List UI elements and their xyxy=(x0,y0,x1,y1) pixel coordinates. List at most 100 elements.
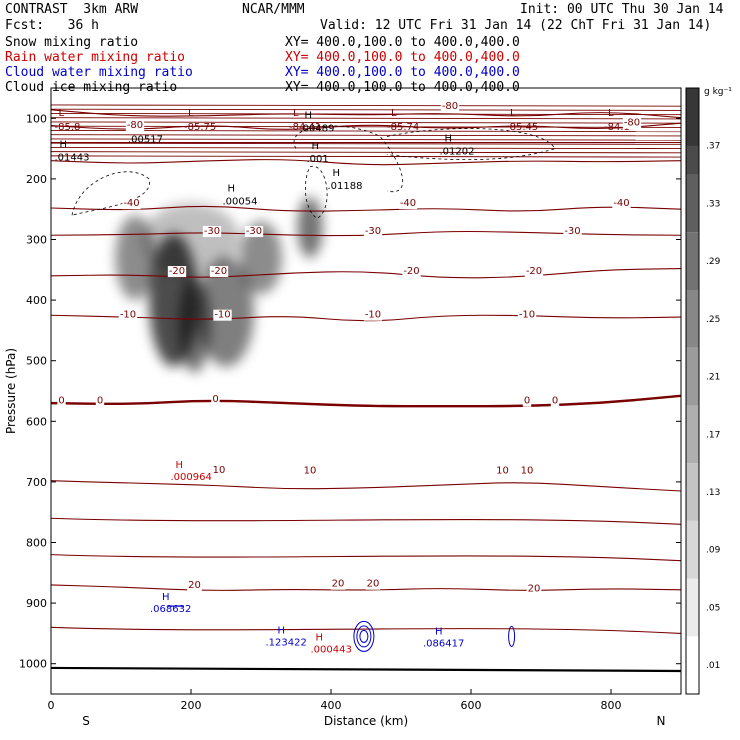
ice-high-marker: H xyxy=(445,134,453,145)
cloud-water-contour xyxy=(353,620,375,652)
colorbar-bin xyxy=(686,463,699,521)
temp-contour-lower xyxy=(51,626,681,634)
colorbar-tick-label: .33 xyxy=(706,199,720,209)
cw-high-marker: H xyxy=(162,592,170,603)
contour-value-label: -40 xyxy=(123,198,139,209)
south-endpoint-label: S xyxy=(82,714,90,728)
y-axis-label: Pressure (hPa) xyxy=(4,348,18,434)
contour-label-bg xyxy=(365,578,381,590)
cw-high-marker: H xyxy=(435,627,443,638)
min-value: -85.75 xyxy=(184,122,216,133)
contour-label-bg xyxy=(209,266,229,278)
contour-value-label: 0 xyxy=(524,396,530,407)
cw-high-value: .123422 xyxy=(266,638,307,649)
ice-high-marker: H xyxy=(228,183,236,194)
contour-value-label: 10 xyxy=(521,465,534,476)
contour-label-bg xyxy=(563,226,582,238)
contour-label-bg xyxy=(187,579,202,591)
temp-contour-upper xyxy=(51,125,681,128)
contour-value-label: -80 xyxy=(624,118,640,129)
min-value: -84.1 xyxy=(604,122,630,133)
colorbar-tick-label: .01 xyxy=(706,661,720,671)
forecast-hour: Fcst: 36 h xyxy=(5,18,99,33)
x-tick-label: 800 xyxy=(601,699,622,712)
contour-label-bg xyxy=(363,226,383,238)
cw-high-value: .068632 xyxy=(150,604,191,615)
contour-label-bg xyxy=(363,309,383,321)
temp-contour-upper xyxy=(51,134,681,137)
cloud-ice-contour xyxy=(293,125,404,193)
min-value: -85.8 xyxy=(55,122,81,133)
contour-value-label: 20 xyxy=(332,579,345,590)
temp-contour--20 xyxy=(51,268,681,279)
temp-contour-upper xyxy=(51,104,681,107)
contour-label-bg xyxy=(519,465,535,477)
colorbar-tick-label: .17 xyxy=(706,430,720,440)
y-tick-label: 700 xyxy=(26,476,47,489)
temp-contour--70 xyxy=(51,122,681,130)
plot-frame xyxy=(50,87,682,695)
legend-rain-name: Rain water mixing ratio xyxy=(5,50,186,65)
snow-plume xyxy=(297,197,323,258)
y-tick-label: 400 xyxy=(26,294,47,307)
contour-label-bg xyxy=(213,309,232,321)
temp-contour-10 xyxy=(51,480,681,492)
colorbar-tick-label: .37 xyxy=(706,142,720,152)
rain-high-value: .000964 xyxy=(171,472,212,483)
min-value: -84.41 xyxy=(289,122,321,133)
contour-label-bg xyxy=(118,309,138,321)
contour-label-bg xyxy=(550,395,560,407)
rain-high-value: .000443 xyxy=(311,645,352,656)
colorbar-bin xyxy=(686,232,699,290)
contour-value-label: -40 xyxy=(613,198,629,209)
colorbar-bin xyxy=(686,520,699,579)
y-tick-label: 800 xyxy=(26,537,47,550)
x-tick-label: 200 xyxy=(181,699,202,712)
contour-value-label: -30 xyxy=(246,226,262,237)
temp-contour-upper xyxy=(51,138,681,141)
contour-value-label: 0 xyxy=(212,394,218,405)
ice-high-value: .01443 xyxy=(55,153,90,164)
cloud-water-contour xyxy=(508,625,516,647)
contour-label-bg xyxy=(402,266,421,278)
contour-value-label: -80 xyxy=(127,120,143,131)
contour-value-label: -20 xyxy=(211,266,227,277)
contour-value-label: 20 xyxy=(188,580,201,591)
contour-label-bg xyxy=(526,583,542,595)
legend-snow-xy: XY= 400.0,100.0 to 400.0,400.0 xyxy=(285,35,520,50)
min-marker: L xyxy=(59,108,65,119)
colorbar-tick-label: .05 xyxy=(706,603,720,613)
contour-label-bg xyxy=(211,393,220,405)
ice-high-value: .01202 xyxy=(440,147,475,158)
temp-contour-upper xyxy=(51,108,681,111)
legend-cloudwater-name: Cloud water mixing ratio xyxy=(5,65,193,80)
colorbar-tick-label: .21 xyxy=(706,373,720,383)
y-tick-label: 300 xyxy=(26,234,47,247)
cloud-water-contour xyxy=(356,625,372,648)
temp-contour--30 xyxy=(51,230,681,237)
contour-value-label: -10 xyxy=(519,310,535,321)
contour-label-bg xyxy=(495,465,510,477)
colorbar-bin xyxy=(686,405,699,464)
contour-value-label: 10 xyxy=(213,465,226,476)
temp-contour-upper xyxy=(51,151,681,154)
cloud-ice-contour xyxy=(305,166,328,219)
contour-label-bg xyxy=(95,395,105,407)
ice-high-value: .01188 xyxy=(328,181,363,192)
temp-contour-upper xyxy=(51,113,681,116)
min-marker: L xyxy=(391,108,397,119)
ice-high-marker: H xyxy=(305,111,313,122)
contour-value-label: -30 xyxy=(365,226,381,237)
y-tick-label: 500 xyxy=(26,355,47,368)
contour-value-label: -30 xyxy=(564,226,580,237)
rain-high-marker: H xyxy=(176,460,184,471)
contour-value-label: -10 xyxy=(365,310,381,321)
temp-contour-20 xyxy=(51,584,681,591)
init-time: Init: 00 UTC Thu 30 Jan 14 xyxy=(520,2,724,17)
cw-high-marker: H xyxy=(278,626,286,637)
surface-line xyxy=(51,666,681,673)
temp-contour-upper xyxy=(51,121,681,124)
y-tick-label: 100 xyxy=(26,112,47,125)
temp-contour-upper xyxy=(51,142,681,145)
